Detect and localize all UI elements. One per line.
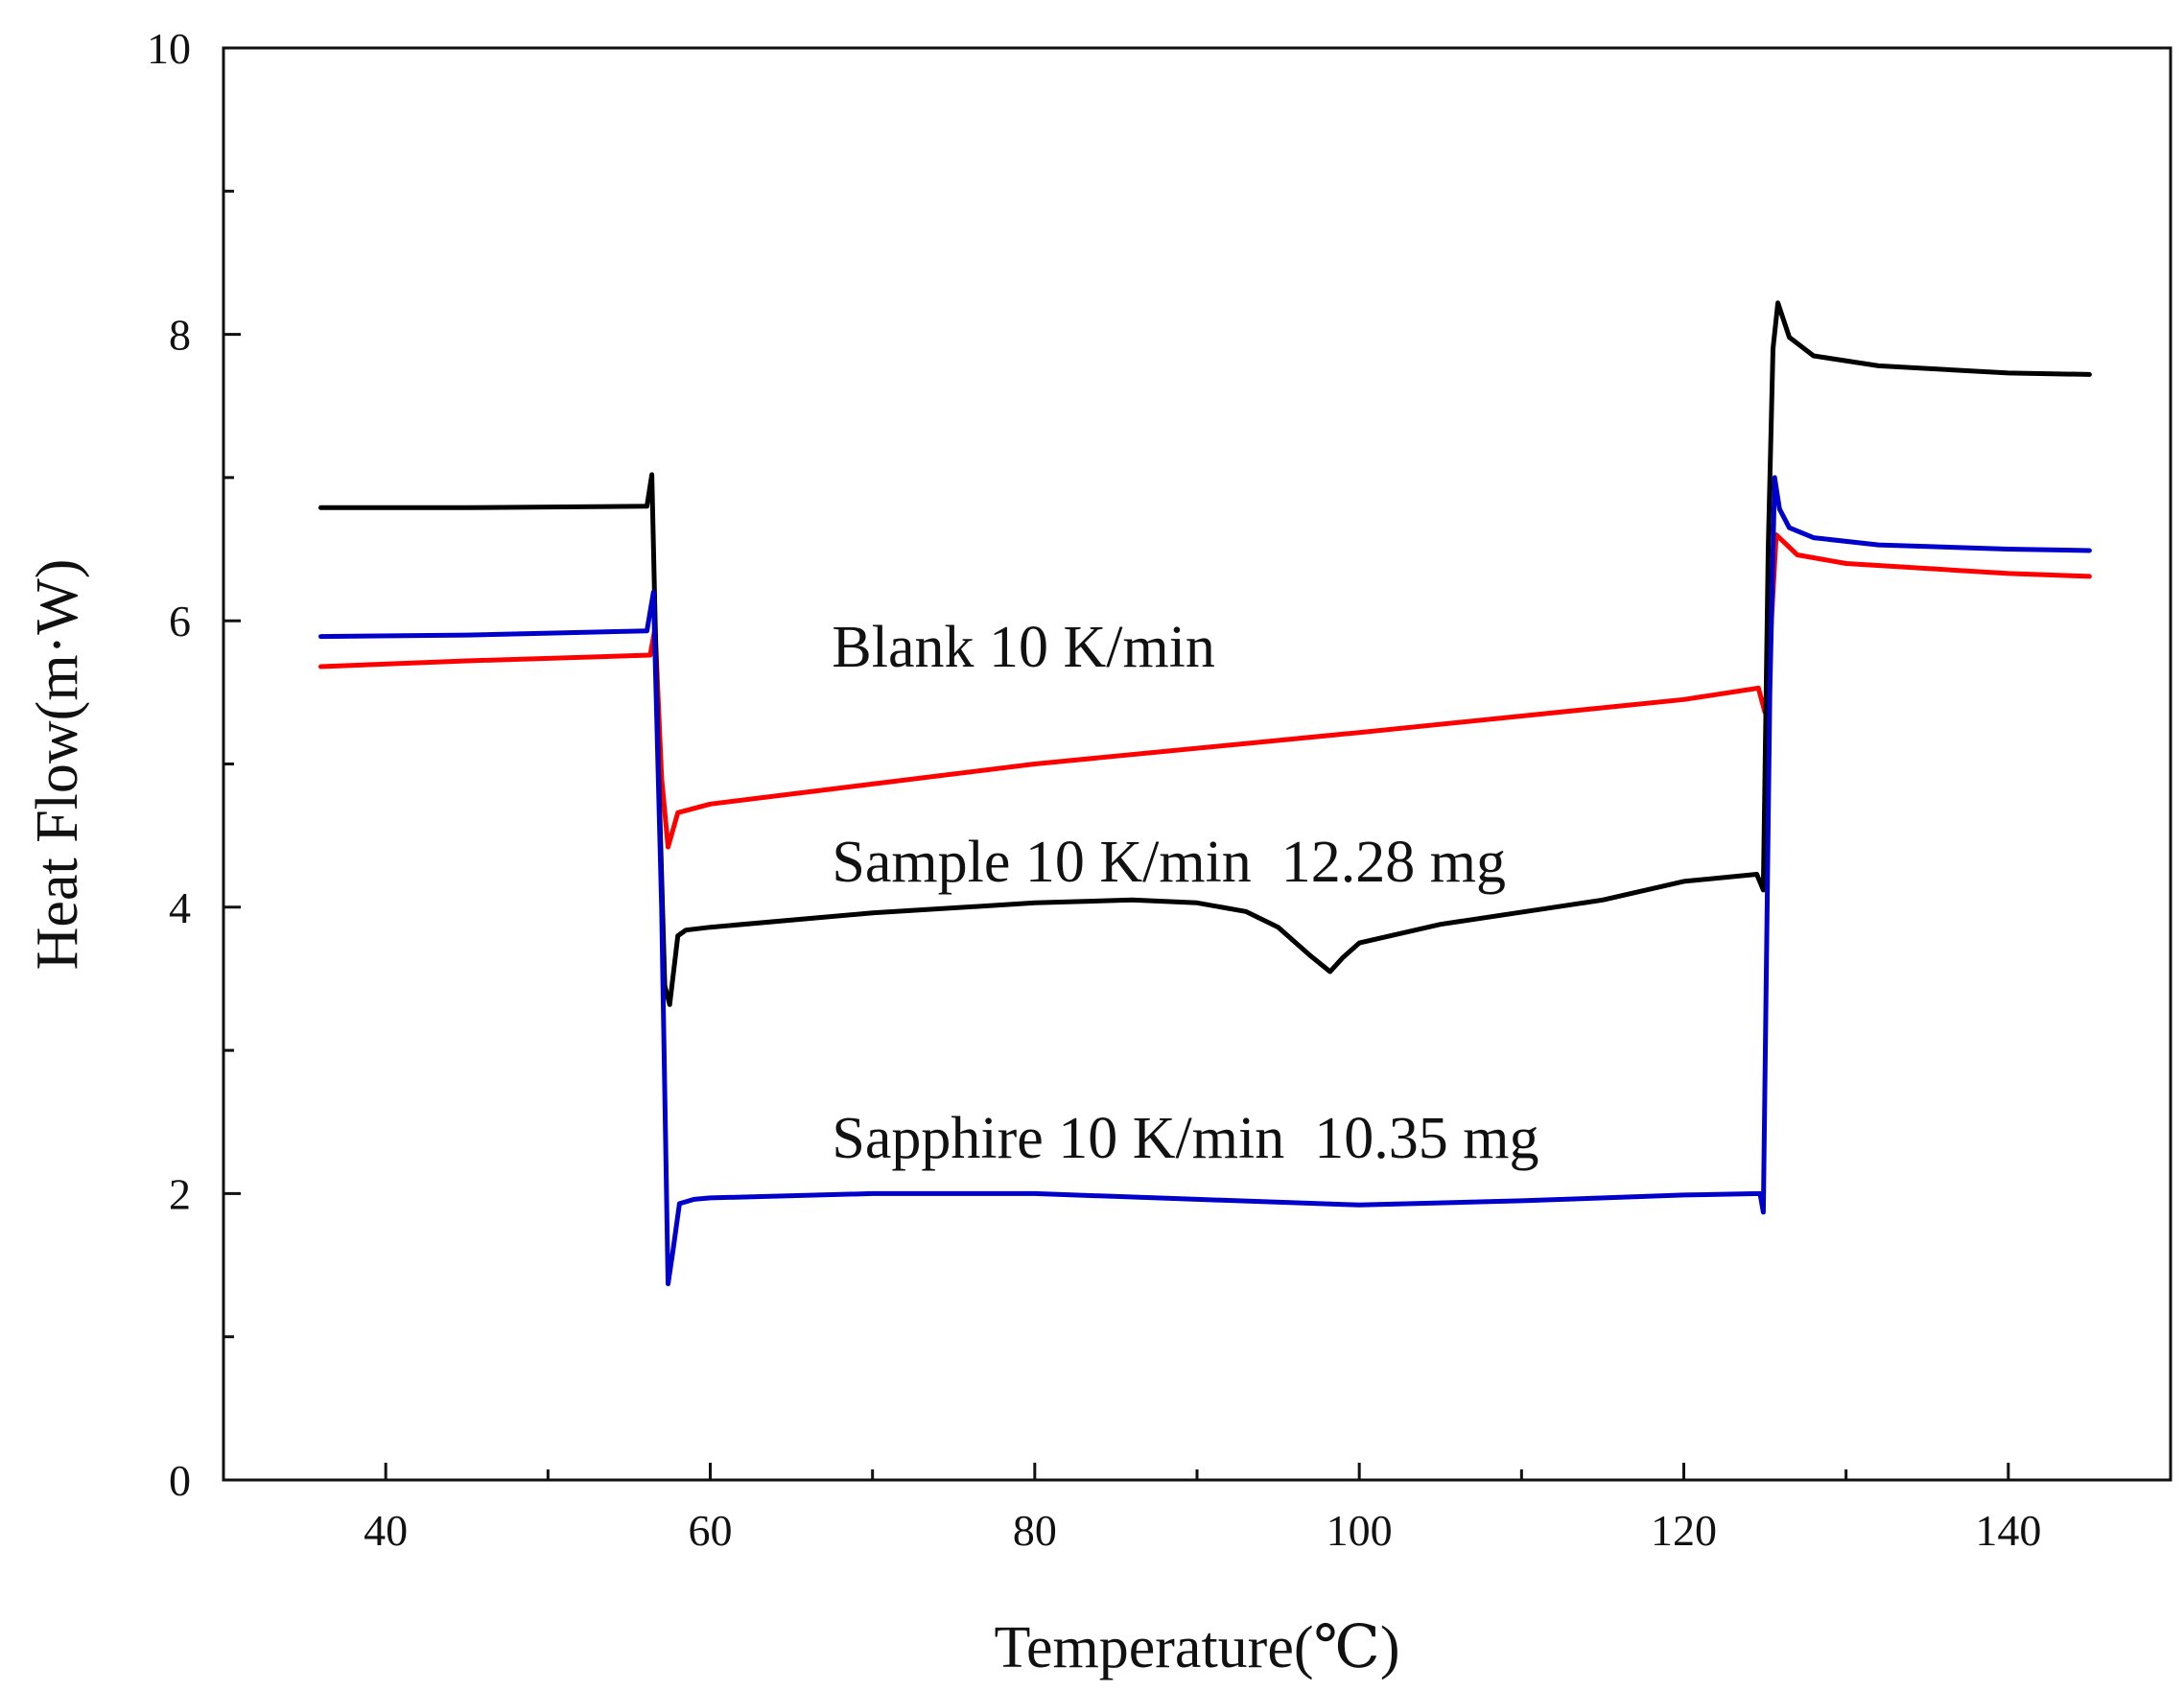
x-axis-title: Temperature(℃) [994, 1615, 1399, 1680]
y-axis-ticks: 0 2 4 6 8 10 [147, 24, 241, 1505]
annotation-sample: Sample 10 K/min 12.28 mg [832, 830, 1506, 895]
series-line-sapphire [318, 475, 2092, 1286]
x-tick-label: 140 [1975, 1506, 2041, 1555]
x-tick-label: 80 [1013, 1506, 1057, 1555]
y-tick-label: 6 [169, 597, 191, 646]
y-tick-label: 10 [147, 24, 191, 73]
annotation-blank: Blank 10 K/min [832, 615, 1215, 680]
y-tick-label: 4 [169, 883, 191, 932]
annotation-sapphire: Sapphire 10 K/min 10.35 mg [832, 1106, 1538, 1171]
x-tick-label: 120 [1651, 1506, 1717, 1555]
plot-frame [222, 46, 2172, 1482]
y-tick-label: 8 [169, 311, 191, 360]
series-line-sample [318, 300, 2092, 1007]
y-tick-label: 2 [169, 1169, 191, 1218]
x-tick-label: 60 [689, 1506, 733, 1555]
series-line-blank [318, 532, 2092, 850]
y-axis-title: Heat Flow(m·W) [25, 559, 90, 971]
series-layer [318, 300, 2092, 1286]
y-tick-label: 0 [169, 1456, 191, 1505]
annotations: Blank 10 K/min Sample 10 K/min 12.28 mg Sa… [832, 615, 1538, 1171]
x-tick-label: 100 [1327, 1506, 1393, 1555]
x-axis-ticks: 40 60 80 100 120 140 [364, 1463, 2041, 1555]
x-tick-label: 40 [364, 1506, 408, 1555]
